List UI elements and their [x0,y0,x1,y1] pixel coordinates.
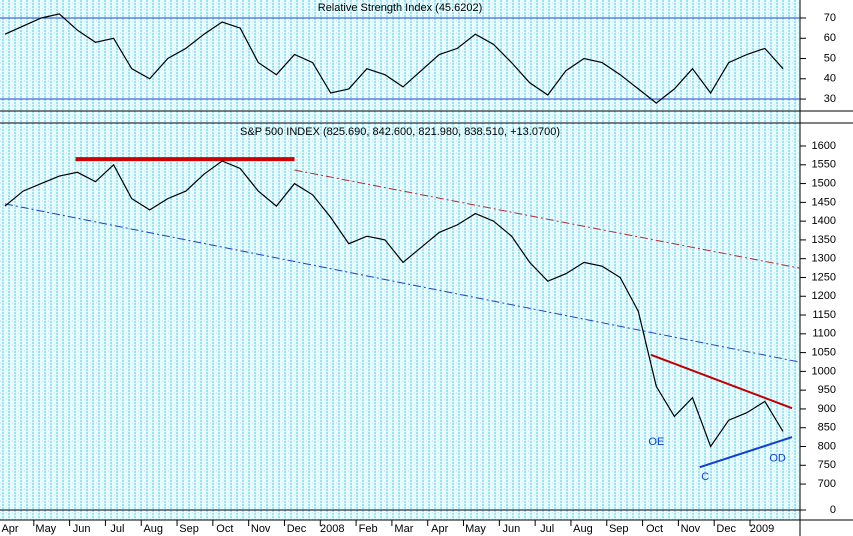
y-tick-label: 1350 [812,234,836,246]
rsi-title: Relative Strength Index (45.6202) [318,2,483,14]
x-tick-label: Aug [143,523,163,535]
y-tick-label: 1000 [812,365,836,377]
x-tick-label: Apr [1,523,18,535]
trend-line [699,436,793,469]
y-tick-label: 40 [824,73,836,85]
annotation: OD [769,452,786,464]
x-tick-label: Nov [681,523,701,535]
y-tick-label: 70 [824,12,836,24]
plot-background [0,0,800,520]
x-tick-label: Sep [609,523,629,535]
y-tick-label: 1150 [812,309,836,321]
x-tick-label: Apr [431,523,448,535]
x-tick-label: Dec [716,523,736,535]
x-tick-label: Oct [646,523,663,535]
y-tick-label: 1100 [812,328,836,340]
y-tick-label: 700 [818,478,836,490]
x-tick-label: Nov [251,523,271,535]
trend-line [650,353,793,410]
x-tick-label: May [35,523,56,535]
x-tick-label: 2008 [320,523,344,535]
y-tick-label: 1500 [812,177,836,189]
y-tick-label: 900 [818,403,836,415]
x-tick-label: Jul [540,523,554,535]
x-tick-label: Oct [216,523,233,535]
x-tick-label: Jul [110,523,124,535]
y-tick-label: 50 [824,52,836,64]
trend-line [4,203,800,363]
price-title: S&P 500 INDEX (825.690, 842.600, 821.980… [240,126,560,138]
x-tick-label: 2009 [750,523,774,535]
annotation: OE [648,436,664,448]
y-tick-label: 800 [818,440,836,452]
y-tick-label: 1550 [812,159,836,171]
y-tick-label: 850 [818,422,836,434]
annotation: C [701,471,709,483]
y-tick-label: 1200 [812,290,836,302]
x-tick-label: Dec [287,523,307,535]
y-tick-label: 1450 [812,196,836,208]
x-tick-label: May [465,523,486,535]
trend-line [294,169,800,269]
x-tick-label: Sep [179,523,199,535]
x-tick-label: Mar [394,523,413,535]
y-tick-label: 60 [824,32,836,44]
y-tick-label: 1600 [812,140,836,152]
series-line [4,13,784,104]
x-tick-label: Jun [73,523,91,535]
x-tick-label: Feb [359,523,378,535]
y-tick-label: 1250 [812,271,836,283]
y-tick-label: 750 [818,459,836,471]
x-tick-label: Jun [502,523,520,535]
y-tick-label: 1400 [812,215,836,227]
y-tick-label: 30 [824,93,836,105]
y-tick-label: 1300 [812,253,836,265]
x-tick-label: Aug [573,523,593,535]
series-line [4,160,784,448]
volume-tick-label: 0 [830,504,836,516]
y-tick-label: 1050 [812,346,836,358]
y-tick-label: 950 [818,384,836,396]
